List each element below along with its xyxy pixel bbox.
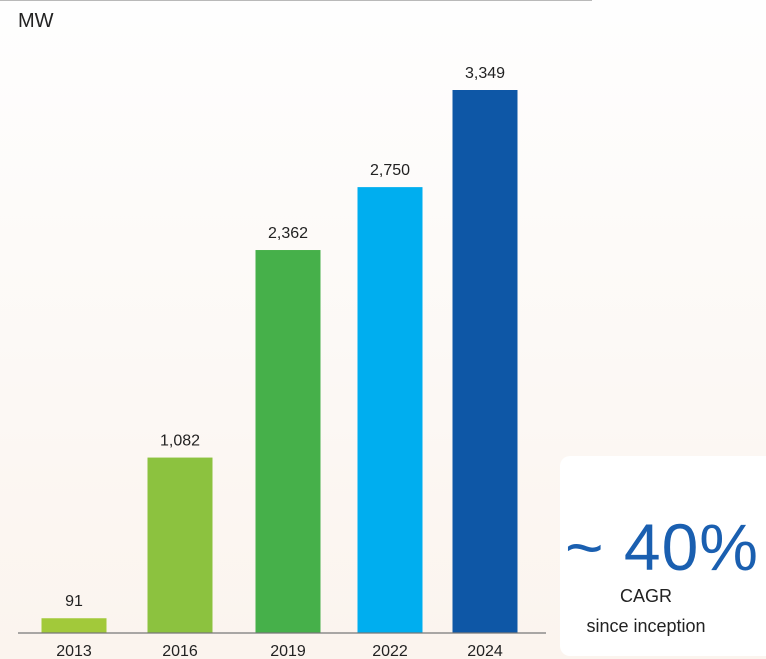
x-tick-2016: 2016 <box>162 643 198 659</box>
x-tick-2024: 2024 <box>467 643 503 659</box>
value-label-2022: 2,750 <box>370 162 410 179</box>
value-label-2013: 91 <box>65 593 83 610</box>
cagr-callout: ~ 40% CAGR since inception <box>560 456 766 656</box>
x-tick-2013: 2013 <box>56 643 92 659</box>
value-label-2019: 2,362 <box>268 225 308 242</box>
cagr-sublabel-text: since inception <box>586 616 706 636</box>
bar-2019 <box>255 250 321 633</box>
cagr-label-text: CAGR <box>619 586 672 606</box>
x-tick-2022: 2022 <box>372 643 408 659</box>
x-tick-2019: 2019 <box>270 643 306 659</box>
unit-label: MW <box>18 10 54 32</box>
cagr-value: ~ 40% <box>565 510 759 584</box>
value-label-2016: 1,082 <box>160 433 200 450</box>
value-label-2024: 3,349 <box>465 65 505 82</box>
bar-2013 <box>41 618 107 633</box>
bar-2022 <box>357 187 423 633</box>
bar-2016 <box>147 457 213 633</box>
bar-2024 <box>452 90 518 633</box>
